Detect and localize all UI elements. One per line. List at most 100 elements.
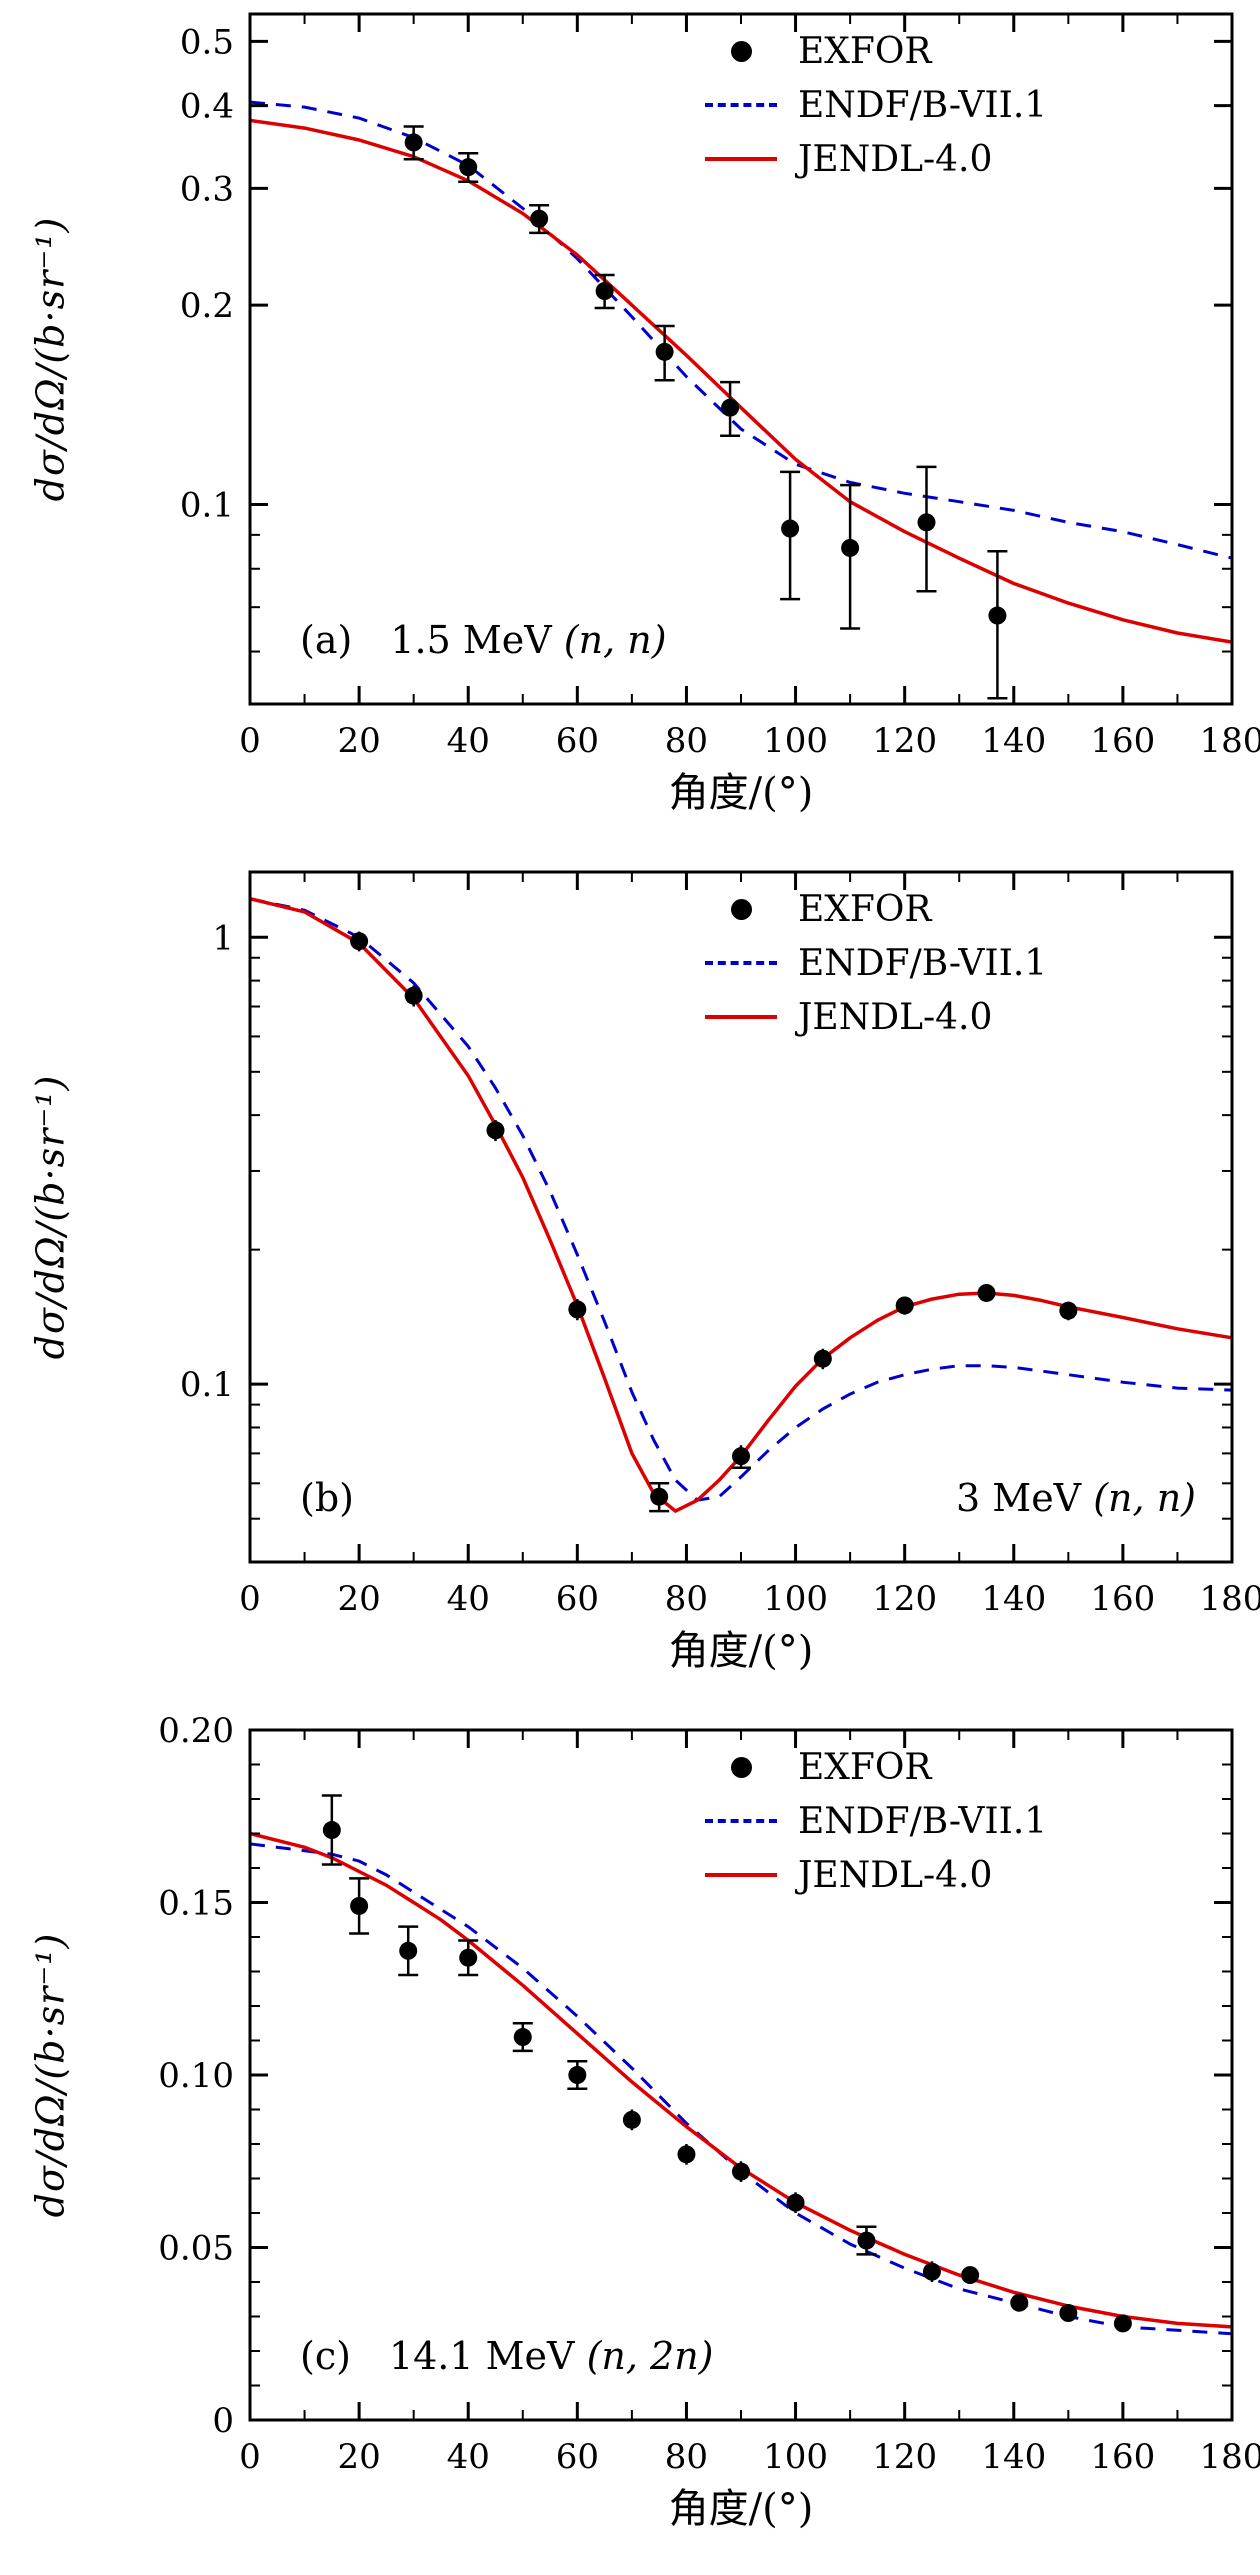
x-axis-label: 角度/(°) bbox=[668, 770, 814, 816]
legend-label-endf: ENDF/B-VII.1 bbox=[798, 942, 1048, 984]
svg-text:120: 120 bbox=[872, 1579, 937, 1619]
legend-symbol-wrap bbox=[698, 961, 784, 965]
panel-annotation-b-tag: (b) bbox=[300, 1476, 354, 1520]
svg-text:0: 0 bbox=[239, 721, 261, 761]
svg-text:0.20: 0.20 bbox=[158, 1716, 234, 1751]
x-axis-label: 角度/(°) bbox=[668, 1628, 814, 1674]
panel-energy: 14.1 MeV (n, 2n) bbox=[388, 2334, 714, 2378]
exfor-dot-marker-icon bbox=[730, 898, 752, 920]
panel-annotation-c: (c) 14.1 MeV (n, 2n) bbox=[300, 2334, 714, 2378]
svg-text:1: 1 bbox=[212, 918, 234, 958]
svg-text:0.15: 0.15 bbox=[158, 1884, 234, 1924]
jendl-solid-line-icon bbox=[705, 1015, 777, 1019]
svg-text:40: 40 bbox=[447, 1579, 490, 1619]
chart-a-canvas: 0 20 40 60 80 100 120 140 160 180 0.5 0.4 0.3 0.2 0.1 bbox=[180, 12, 1260, 761]
legend-c: EXFOR ENDF/B-VII.1 JENDL-4.0 bbox=[698, 1740, 1047, 1902]
svg-text:140: 140 bbox=[981, 721, 1046, 761]
reaction-label: (n, 2n) bbox=[586, 2334, 714, 2378]
svg-text:40: 40 bbox=[447, 2437, 490, 2477]
legend-item-jendl: JENDL-4.0 bbox=[698, 132, 1047, 186]
reaction-label: (n, n) bbox=[563, 618, 667, 662]
svg-text:120: 120 bbox=[872, 721, 937, 761]
svg-text:0.1: 0.1 bbox=[180, 1365, 234, 1405]
legend-item-jendl: JENDL-4.0 bbox=[698, 1848, 1047, 1902]
legend-label-exfor: EXFOR bbox=[798, 1746, 932, 1788]
svg-text:0.4: 0.4 bbox=[180, 87, 234, 127]
legend-label-jendl: JENDL-4.0 bbox=[798, 138, 993, 180]
svg-text:0: 0 bbox=[212, 2401, 234, 2441]
exfor-dot-marker-icon bbox=[730, 40, 752, 62]
svg-text:20: 20 bbox=[337, 721, 380, 761]
svg-text:100: 100 bbox=[763, 2437, 828, 2477]
legend-symbol-wrap bbox=[698, 1873, 784, 1877]
svg-text:80: 80 bbox=[665, 2437, 708, 2477]
endf-dashed-line-icon bbox=[705, 1819, 777, 1823]
chart-c-canvas: 0 20 40 60 80 100 120 140 160 180 0.20 0.15 0.10 0.05… bbox=[158, 1716, 1260, 2477]
svg-text:160: 160 bbox=[1090, 721, 1155, 761]
legend-symbol-wrap bbox=[698, 103, 784, 107]
legend-item-exfor: EXFOR bbox=[698, 882, 1047, 936]
chart-b-canvas: 0 20 40 60 80 100 120 140 160 180 1 0.1 bbox=[180, 870, 1260, 1619]
svg-text:0.05: 0.05 bbox=[158, 2229, 234, 2269]
legend-item-exfor: EXFOR bbox=[698, 24, 1047, 78]
legend-label-exfor: EXFOR bbox=[798, 888, 932, 930]
svg-text:60: 60 bbox=[556, 1579, 599, 1619]
svg-text:100: 100 bbox=[763, 1579, 828, 1619]
svg-text:60: 60 bbox=[556, 2437, 599, 2477]
panel-annotation-a: (a) 1.5 MeV (n, n) bbox=[300, 618, 667, 662]
legend-label-jendl: JENDL-4.0 bbox=[798, 996, 993, 1038]
panel-tag: (c) bbox=[300, 2334, 351, 2378]
legend-item-jendl: JENDL-4.0 bbox=[698, 990, 1047, 1044]
endf-dashed-line-icon bbox=[705, 103, 777, 107]
jendl-solid-line-icon bbox=[705, 157, 777, 161]
legend-label-jendl: JENDL-4.0 bbox=[798, 1854, 993, 1896]
svg-text:160: 160 bbox=[1090, 2437, 1155, 2477]
legend-b: EXFOR ENDF/B-VII.1 JENDL-4.0 bbox=[698, 882, 1047, 1044]
svg-text:100: 100 bbox=[763, 721, 828, 761]
svg-text:140: 140 bbox=[981, 1579, 1046, 1619]
legend-label-endf: ENDF/B-VII.1 bbox=[798, 84, 1048, 126]
svg-text:80: 80 bbox=[665, 721, 708, 761]
x-axis-label: 角度/(°) bbox=[668, 2486, 814, 2532]
panel-b: 0 20 40 60 80 100 120 140 160 180 1 0.1 dσ/dΩ/(b·sr… bbox=[0, 858, 1260, 1716]
exfor-dot-marker-icon bbox=[730, 1756, 752, 1778]
svg-text:180: 180 bbox=[1200, 1579, 1260, 1619]
panel-tag: (b) bbox=[300, 1476, 354, 1520]
svg-text:180: 180 bbox=[1200, 2437, 1260, 2477]
panel-a: 0 20 40 60 80 100 120 140 160 180 0.5 0.4 0.3 0.2 0.1 … bbox=[0, 0, 1260, 858]
svg-text:0.2: 0.2 bbox=[180, 286, 234, 326]
svg-text:140: 140 bbox=[981, 2437, 1046, 2477]
legend-symbol-wrap bbox=[698, 157, 784, 161]
panel-energy: 1.5 MeV (n, n) bbox=[390, 618, 667, 662]
svg-text:0.10: 0.10 bbox=[158, 2056, 234, 2096]
legend-symbol-wrap bbox=[698, 1756, 784, 1778]
svg-text:160: 160 bbox=[1090, 1579, 1155, 1619]
legend-a: EXFOR ENDF/B-VII.1 JENDL-4.0 bbox=[698, 24, 1047, 186]
svg-text:20: 20 bbox=[337, 2437, 380, 2477]
svg-text:20: 20 bbox=[337, 1579, 380, 1619]
reaction-label: (n, n) bbox=[1093, 1476, 1196, 1520]
panel-tag: (a) bbox=[300, 618, 353, 662]
legend-label-exfor: EXFOR bbox=[798, 30, 932, 72]
legend-item-exfor: EXFOR bbox=[698, 1740, 1047, 1794]
panel-annotation-b-energy: 3 MeV (n, n) bbox=[956, 1476, 1196, 1520]
panel-energy: 3 MeV bbox=[956, 1476, 1082, 1520]
svg-text:180: 180 bbox=[1200, 721, 1260, 761]
svg-text:0.3: 0.3 bbox=[180, 169, 234, 209]
svg-text:0.5: 0.5 bbox=[180, 22, 234, 62]
legend-label-endf: ENDF/B-VII.1 bbox=[798, 1800, 1048, 1842]
svg-text:120: 120 bbox=[872, 2437, 937, 2477]
svg-text:40: 40 bbox=[447, 721, 490, 761]
svg-text:60: 60 bbox=[556, 721, 599, 761]
svg-text:0: 0 bbox=[239, 2437, 261, 2477]
legend-symbol-wrap bbox=[698, 40, 784, 62]
legend-symbol-wrap bbox=[698, 1015, 784, 1019]
legend-item-endf: ENDF/B-VII.1 bbox=[698, 78, 1047, 132]
legend-symbol-wrap bbox=[698, 898, 784, 920]
svg-text:0.1: 0.1 bbox=[180, 486, 234, 526]
panel-c: 0 20 40 60 80 100 120 140 160 180 0.20 0.15 0.10 0.05… bbox=[0, 1716, 1260, 2575]
endf-dashed-line-icon bbox=[705, 961, 777, 965]
jendl-solid-line-icon bbox=[705, 1873, 777, 1877]
svg-text:0: 0 bbox=[239, 1579, 261, 1619]
legend-item-endf: ENDF/B-VII.1 bbox=[698, 936, 1047, 990]
